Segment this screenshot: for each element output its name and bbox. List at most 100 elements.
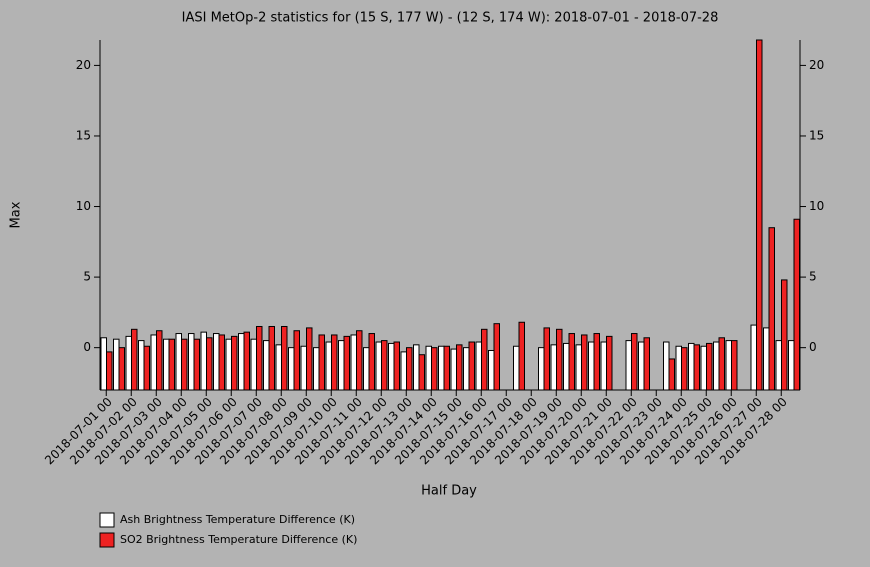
bar bbox=[425, 345, 432, 391]
bar bbox=[138, 340, 145, 391]
bar bbox=[406, 347, 413, 391]
bar bbox=[193, 338, 200, 391]
bar bbox=[331, 334, 338, 391]
bar bbox=[100, 337, 107, 391]
bar bbox=[238, 333, 245, 391]
bar bbox=[781, 279, 788, 391]
bar bbox=[131, 328, 138, 391]
x-axis-label: Half Day bbox=[421, 484, 477, 499]
bar bbox=[681, 347, 688, 391]
bar bbox=[718, 337, 725, 391]
y2-tick-label: 5 bbox=[809, 270, 817, 284]
bar bbox=[493, 323, 500, 391]
legend-label: SO2 Brightness Temperature Difference (K… bbox=[120, 533, 357, 546]
bar bbox=[225, 338, 232, 391]
bar bbox=[143, 345, 150, 391]
bar bbox=[431, 347, 438, 391]
bar bbox=[250, 338, 257, 391]
bar bbox=[568, 333, 575, 391]
y2-tick-label: 10 bbox=[809, 199, 824, 213]
bar bbox=[556, 328, 563, 391]
bar bbox=[638, 341, 645, 391]
bar bbox=[513, 345, 520, 391]
y2-tick-label: 15 bbox=[809, 128, 824, 142]
bar bbox=[418, 354, 425, 391]
bar bbox=[463, 347, 470, 391]
bar bbox=[113, 338, 120, 391]
bar bbox=[600, 341, 607, 391]
bar bbox=[713, 341, 720, 391]
bar bbox=[768, 227, 775, 391]
bar bbox=[125, 335, 132, 391]
bar bbox=[725, 340, 732, 391]
bar bbox=[181, 338, 188, 391]
bar bbox=[288, 347, 295, 391]
bar bbox=[281, 325, 288, 391]
bar bbox=[338, 340, 345, 391]
bar bbox=[625, 340, 632, 391]
bar bbox=[163, 338, 170, 391]
bar bbox=[218, 334, 225, 391]
y-tick-label: 10 bbox=[76, 199, 91, 213]
bar bbox=[750, 324, 757, 391]
bar bbox=[663, 341, 670, 391]
bar bbox=[518, 321, 525, 391]
bar bbox=[300, 345, 307, 391]
bar bbox=[393, 341, 400, 391]
bar bbox=[375, 341, 382, 391]
bar bbox=[206, 337, 213, 391]
bar bbox=[643, 337, 650, 391]
bar bbox=[368, 333, 375, 391]
bar bbox=[293, 330, 300, 391]
bar bbox=[150, 334, 157, 391]
y-tick-label: 5 bbox=[83, 270, 91, 284]
y2-tick-label: 20 bbox=[809, 58, 824, 72]
bar bbox=[588, 341, 595, 391]
bar bbox=[763, 327, 770, 391]
y-axis-label: Max bbox=[9, 201, 24, 228]
bar bbox=[350, 334, 357, 391]
bar bbox=[343, 335, 350, 391]
bar bbox=[688, 342, 695, 391]
bar bbox=[325, 341, 332, 391]
bar bbox=[118, 347, 125, 391]
bar bbox=[675, 345, 682, 391]
bar bbox=[175, 333, 182, 391]
bar bbox=[668, 358, 675, 391]
y-tick-label: 20 bbox=[76, 58, 91, 72]
bar bbox=[581, 334, 588, 391]
bar bbox=[263, 340, 270, 391]
bar bbox=[456, 344, 463, 391]
bar bbox=[788, 340, 795, 391]
bar bbox=[188, 333, 195, 391]
bar bbox=[593, 333, 600, 391]
bar bbox=[156, 330, 163, 391]
bar bbox=[106, 351, 113, 391]
bar bbox=[606, 335, 613, 391]
bar bbox=[363, 347, 370, 391]
bar bbox=[631, 333, 638, 391]
bar bbox=[318, 334, 325, 391]
bar bbox=[213, 333, 220, 391]
bar bbox=[243, 331, 250, 391]
legend-label: Ash Brightness Temperature Difference (K… bbox=[120, 513, 355, 526]
bar bbox=[575, 344, 582, 391]
bar bbox=[231, 335, 238, 391]
bar bbox=[468, 341, 475, 391]
bar bbox=[256, 325, 263, 391]
bar bbox=[450, 348, 457, 391]
chart-title: IASI MetOp-2 statistics for (15 S, 177 W… bbox=[182, 11, 719, 26]
bar bbox=[731, 340, 738, 391]
bar bbox=[481, 328, 488, 391]
bar bbox=[168, 338, 175, 391]
bar bbox=[538, 347, 545, 391]
legend-swatch bbox=[99, 532, 115, 548]
bar bbox=[693, 344, 700, 391]
y2-tick-label: 0 bbox=[809, 340, 817, 354]
bar bbox=[543, 327, 550, 391]
bar bbox=[700, 345, 707, 391]
bar bbox=[275, 344, 282, 391]
bar bbox=[488, 349, 495, 391]
